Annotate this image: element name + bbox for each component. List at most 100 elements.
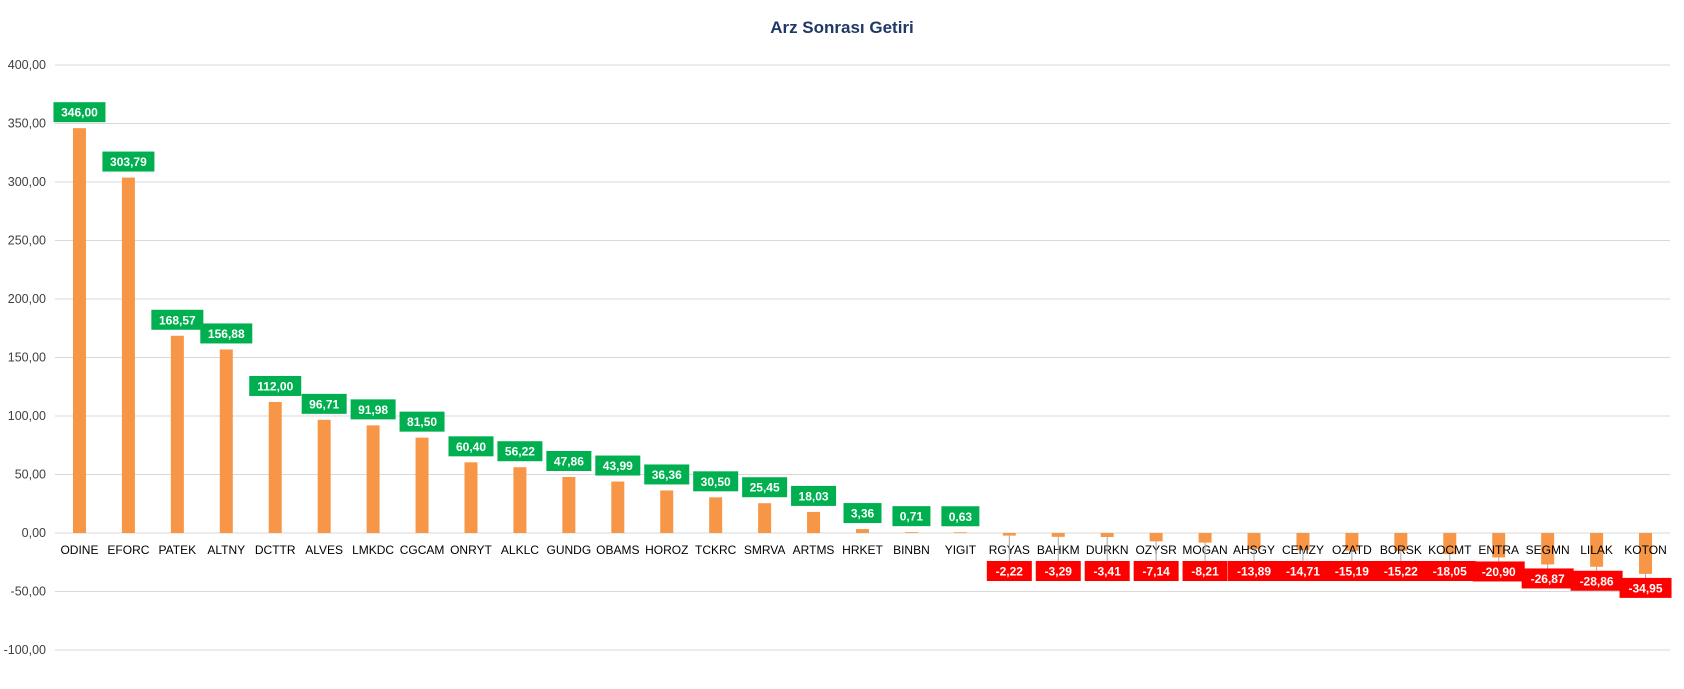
data-label: -15,19	[1325, 550, 1378, 581]
bar	[953, 532, 967, 534]
bar	[1492, 533, 1506, 558]
data-label: -28,86	[1570, 566, 1623, 591]
y-tick-label: 400,00	[8, 58, 46, 72]
svg-text:0,71: 0,71	[900, 510, 924, 524]
y-tick-label: 150,00	[8, 351, 46, 365]
y-tick-label: 200,00	[8, 292, 46, 306]
data-label: 60,40	[448, 436, 494, 457]
data-label: 346,00	[53, 102, 106, 123]
x-tick-label: BORSK	[1380, 543, 1422, 557]
x-tick-label: KOCMT	[1428, 543, 1472, 557]
y-tick-label: 250,00	[8, 234, 46, 248]
x-tick-label: SEGMN	[1526, 543, 1570, 557]
svg-text:25,45: 25,45	[750, 481, 780, 495]
x-tick-label: CGCAM	[400, 543, 445, 557]
x-tick-label: SMRVA	[744, 543, 786, 557]
bar	[1639, 533, 1653, 574]
bar	[1051, 533, 1065, 537]
data-label: -3,29	[1035, 536, 1081, 581]
bar	[513, 467, 527, 533]
data-label: -34,95	[1619, 573, 1672, 598]
bar	[268, 401, 282, 533]
svg-text:36,36: 36,36	[652, 468, 682, 482]
data-labels: 346,00 303,79 168,57 156,88 112,00 96,71 91,98…	[53, 102, 1672, 598]
bar	[709, 497, 723, 533]
data-label: 43,99	[595, 455, 641, 476]
bar	[856, 529, 869, 533]
data-label: 25,45	[742, 477, 788, 498]
bar	[415, 437, 429, 533]
x-tick-label: LILAK	[1580, 543, 1613, 557]
svg-text:96,71: 96,71	[309, 397, 339, 411]
svg-text:-14,71: -14,71	[1286, 565, 1320, 579]
data-label: 81,50	[399, 411, 445, 432]
x-tick-label: ALTNY	[207, 543, 245, 557]
svg-text:30,50: 30,50	[701, 475, 731, 489]
data-label: -13,89	[1228, 549, 1281, 581]
data-label: 303,79	[102, 151, 155, 172]
svg-text:-8,21: -8,21	[1191, 565, 1219, 579]
bar	[464, 462, 478, 533]
y-axis-ticks: 400,00 350,00 300,00 250,00 200,00 150,00 100,…	[4, 58, 46, 657]
svg-text:346,00: 346,00	[61, 106, 98, 120]
svg-text:-7,14: -7,14	[1142, 565, 1170, 579]
svg-text:-13,89: -13,89	[1237, 565, 1271, 579]
data-label: 30,50	[693, 471, 739, 492]
bar	[121, 177, 135, 533]
bar	[317, 419, 331, 533]
x-tick-label: GUNDG	[547, 543, 592, 557]
bars	[72, 128, 1653, 574]
bar	[758, 503, 772, 533]
bar	[170, 335, 184, 533]
x-tick-label: TCKRC	[695, 543, 737, 557]
data-label: -18,05	[1423, 554, 1476, 581]
chart-title: Arz Sonrası Getiri	[770, 18, 914, 37]
x-tick-label: ALVES	[305, 543, 343, 557]
data-label: -2,22	[986, 535, 1032, 581]
svg-text:3,36: 3,36	[851, 507, 875, 521]
svg-text:-15,22: -15,22	[1384, 565, 1418, 579]
bar	[1443, 533, 1457, 555]
svg-text:-3,29: -3,29	[1045, 565, 1073, 579]
data-label: -14,71	[1276, 550, 1329, 581]
x-tick-label: OZATD	[1332, 543, 1372, 557]
bar	[72, 128, 86, 533]
svg-text:-26,87: -26,87	[1531, 572, 1565, 586]
bar	[1100, 533, 1114, 537]
data-label: 36,36	[644, 464, 690, 485]
data-label: -20,90	[1472, 557, 1525, 582]
svg-text:47,86: 47,86	[554, 455, 584, 469]
svg-text:112,00: 112,00	[257, 379, 293, 393]
data-label: 3,36	[843, 503, 882, 524]
bar	[807, 511, 821, 533]
bar	[660, 490, 674, 533]
x-tick-label: KOTON	[1624, 543, 1666, 557]
svg-text:43,99: 43,99	[603, 459, 633, 473]
x-tick-label: BINBN	[893, 543, 930, 557]
bar	[1541, 533, 1555, 565]
data-label: 91,98	[350, 399, 396, 420]
data-label: 47,86	[546, 451, 592, 472]
x-tick-label: HRKET	[842, 543, 883, 557]
x-axis-ticks: ODINE EFORC PATEK ALTNY DCTTR ALVES LMKDC CGCAM…	[60, 543, 1666, 557]
bar	[1394, 533, 1408, 551]
data-label: 0,71	[892, 506, 931, 527]
x-tick-label: YIGIT	[945, 543, 977, 557]
y-tick-label: -50,00	[11, 585, 46, 599]
x-tick-label: EFORC	[107, 543, 149, 557]
svg-text:56,22: 56,22	[505, 445, 535, 459]
data-label: -7,14	[1133, 541, 1179, 581]
x-tick-label: PATEK	[159, 543, 197, 557]
bar	[904, 532, 918, 533]
data-label: -15,22	[1374, 550, 1427, 581]
y-tick-label: 100,00	[8, 409, 46, 423]
data-label: 56,22	[497, 441, 543, 462]
svg-text:168,57: 168,57	[159, 313, 196, 327]
bar	[1002, 533, 1016, 536]
x-tick-label: HOROZ	[645, 543, 688, 557]
data-label: 168,57	[151, 309, 204, 330]
bar	[1296, 533, 1310, 551]
svg-text:18,03: 18,03	[799, 489, 829, 503]
